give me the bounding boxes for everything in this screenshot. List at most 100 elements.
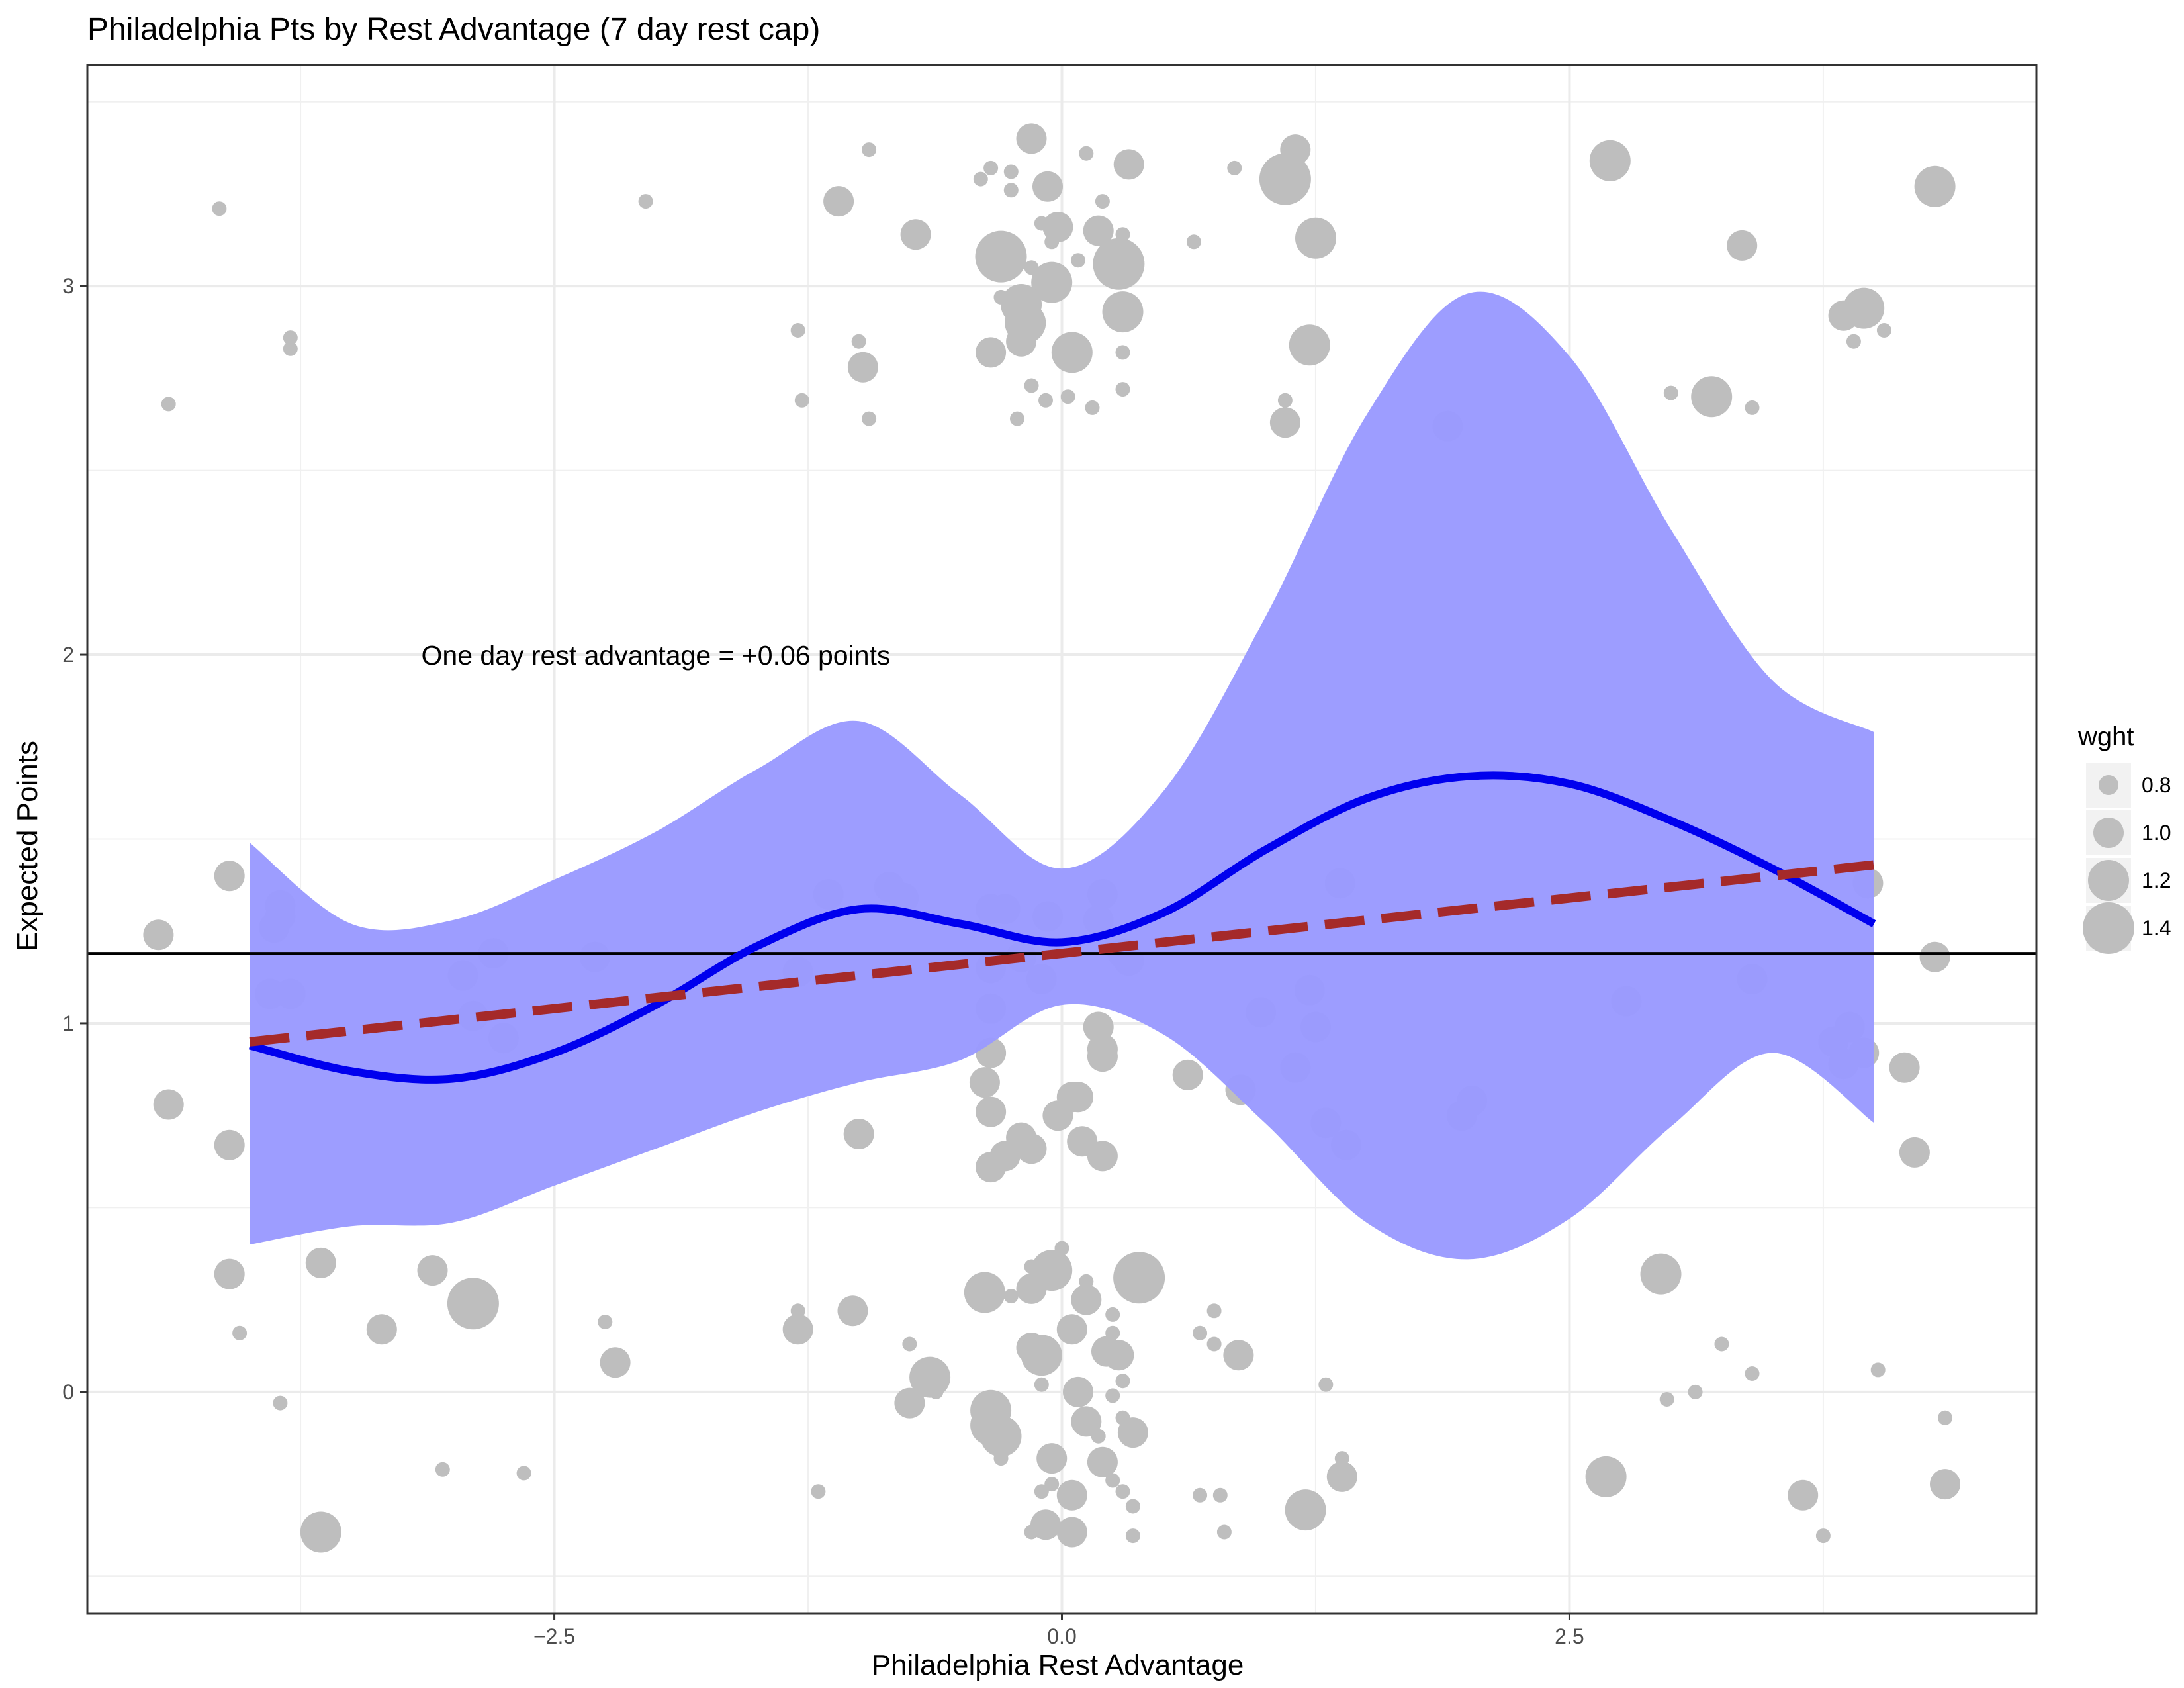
data-point <box>1031 261 1073 303</box>
data-point <box>1115 345 1130 360</box>
data-point <box>976 1096 1007 1127</box>
data-point <box>964 1272 1005 1313</box>
legend-key-point <box>2099 775 2118 795</box>
data-point <box>1938 1410 1952 1425</box>
data-point <box>1060 389 1075 404</box>
data-point <box>1277 393 1293 408</box>
data-point <box>1102 291 1144 333</box>
legend-entry-label: 1.0 <box>2142 821 2171 845</box>
data-point <box>900 219 931 250</box>
data-point <box>273 1395 288 1411</box>
data-point <box>1044 1477 1060 1492</box>
data-point <box>1930 1469 1960 1500</box>
x-tick-label: 2.5 <box>1555 1624 1584 1648</box>
data-point <box>214 861 245 892</box>
data-point <box>1115 1484 1130 1499</box>
x-tick-label: −2.5 <box>533 1624 575 1648</box>
data-point <box>1042 212 1073 242</box>
data-point <box>366 1314 397 1345</box>
data-point <box>794 393 809 408</box>
data-point <box>1056 1517 1087 1548</box>
data-point <box>1016 1273 1047 1304</box>
data-point <box>1876 323 1891 338</box>
data-point <box>1216 1524 1232 1540</box>
data-point <box>983 160 999 175</box>
data-point <box>1091 1429 1106 1444</box>
data-point <box>1006 326 1037 357</box>
data-point <box>1280 134 1311 165</box>
y-tick-label: 3 <box>62 274 74 298</box>
data-point <box>1010 411 1024 426</box>
data-point <box>823 186 854 217</box>
data-point <box>973 171 988 187</box>
data-point <box>1056 1314 1087 1345</box>
data-point <box>1815 1528 1831 1544</box>
data-point <box>1227 160 1242 175</box>
data-point <box>1326 1461 1357 1492</box>
data-point <box>598 1315 613 1329</box>
annotation-text: One day rest advantage = +0.06 points <box>422 640 891 671</box>
data-point <box>1193 1487 1208 1503</box>
data-point <box>1071 1406 1102 1437</box>
data-point <box>1063 1082 1093 1113</box>
data-point <box>1003 183 1019 198</box>
linear-fit-line <box>249 860 1875 1047</box>
data-point <box>976 337 1007 368</box>
data-point <box>862 142 877 158</box>
data-point <box>1003 1289 1019 1304</box>
data-point <box>993 1451 1009 1466</box>
data-point <box>1285 1489 1326 1531</box>
data-point <box>1105 1473 1120 1488</box>
data-point <box>1640 1253 1682 1295</box>
data-point <box>283 330 298 346</box>
legend-entry-label: 1.4 <box>2142 916 2171 940</box>
legend-entry-label: 1.2 <box>2142 868 2171 892</box>
data-point <box>214 1258 245 1289</box>
data-point <box>1024 1524 1039 1540</box>
data-point <box>790 1303 805 1319</box>
data-point <box>1071 1284 1102 1315</box>
data-point <box>1085 400 1100 415</box>
data-point <box>862 411 877 426</box>
data-point <box>929 1384 944 1399</box>
data-point <box>1186 234 1201 250</box>
y-tick-label: 0 <box>62 1380 74 1404</box>
legend-key-point <box>2083 902 2134 954</box>
data-point <box>1051 332 1093 373</box>
data-point <box>1745 1366 1760 1381</box>
data-point <box>1034 1377 1049 1392</box>
data-point <box>1125 1499 1140 1514</box>
data-point <box>969 1067 1000 1098</box>
data-point <box>902 1336 917 1352</box>
data-point <box>600 1347 631 1378</box>
data-point <box>843 1119 874 1149</box>
data-point <box>1115 227 1130 242</box>
data-point <box>837 1295 868 1327</box>
smooth-fit-line <box>248 771 1876 1084</box>
data-point <box>1016 1133 1047 1164</box>
y-axis-label: Expected Points <box>11 741 44 951</box>
data-point <box>1269 407 1300 438</box>
data-point <box>417 1255 448 1286</box>
data-point <box>976 1152 1007 1183</box>
data-point <box>1585 1456 1627 1497</box>
data-point <box>435 1462 450 1477</box>
data-point <box>1021 1335 1062 1376</box>
data-point <box>283 341 298 356</box>
data-point <box>1788 1479 1819 1511</box>
data-point <box>153 1089 184 1120</box>
data-point <box>1663 385 1678 400</box>
data-point <box>1087 1446 1118 1477</box>
data-point <box>1691 376 1733 418</box>
data-point <box>811 1484 826 1499</box>
data-point <box>1093 238 1145 290</box>
data-point <box>894 1387 925 1419</box>
data-point <box>1024 378 1039 393</box>
data-point <box>1003 164 1019 179</box>
data-point <box>1056 1479 1087 1511</box>
data-point <box>1032 171 1063 202</box>
data-point <box>1295 217 1336 259</box>
data-point <box>1843 287 1885 329</box>
data-point <box>847 352 878 383</box>
